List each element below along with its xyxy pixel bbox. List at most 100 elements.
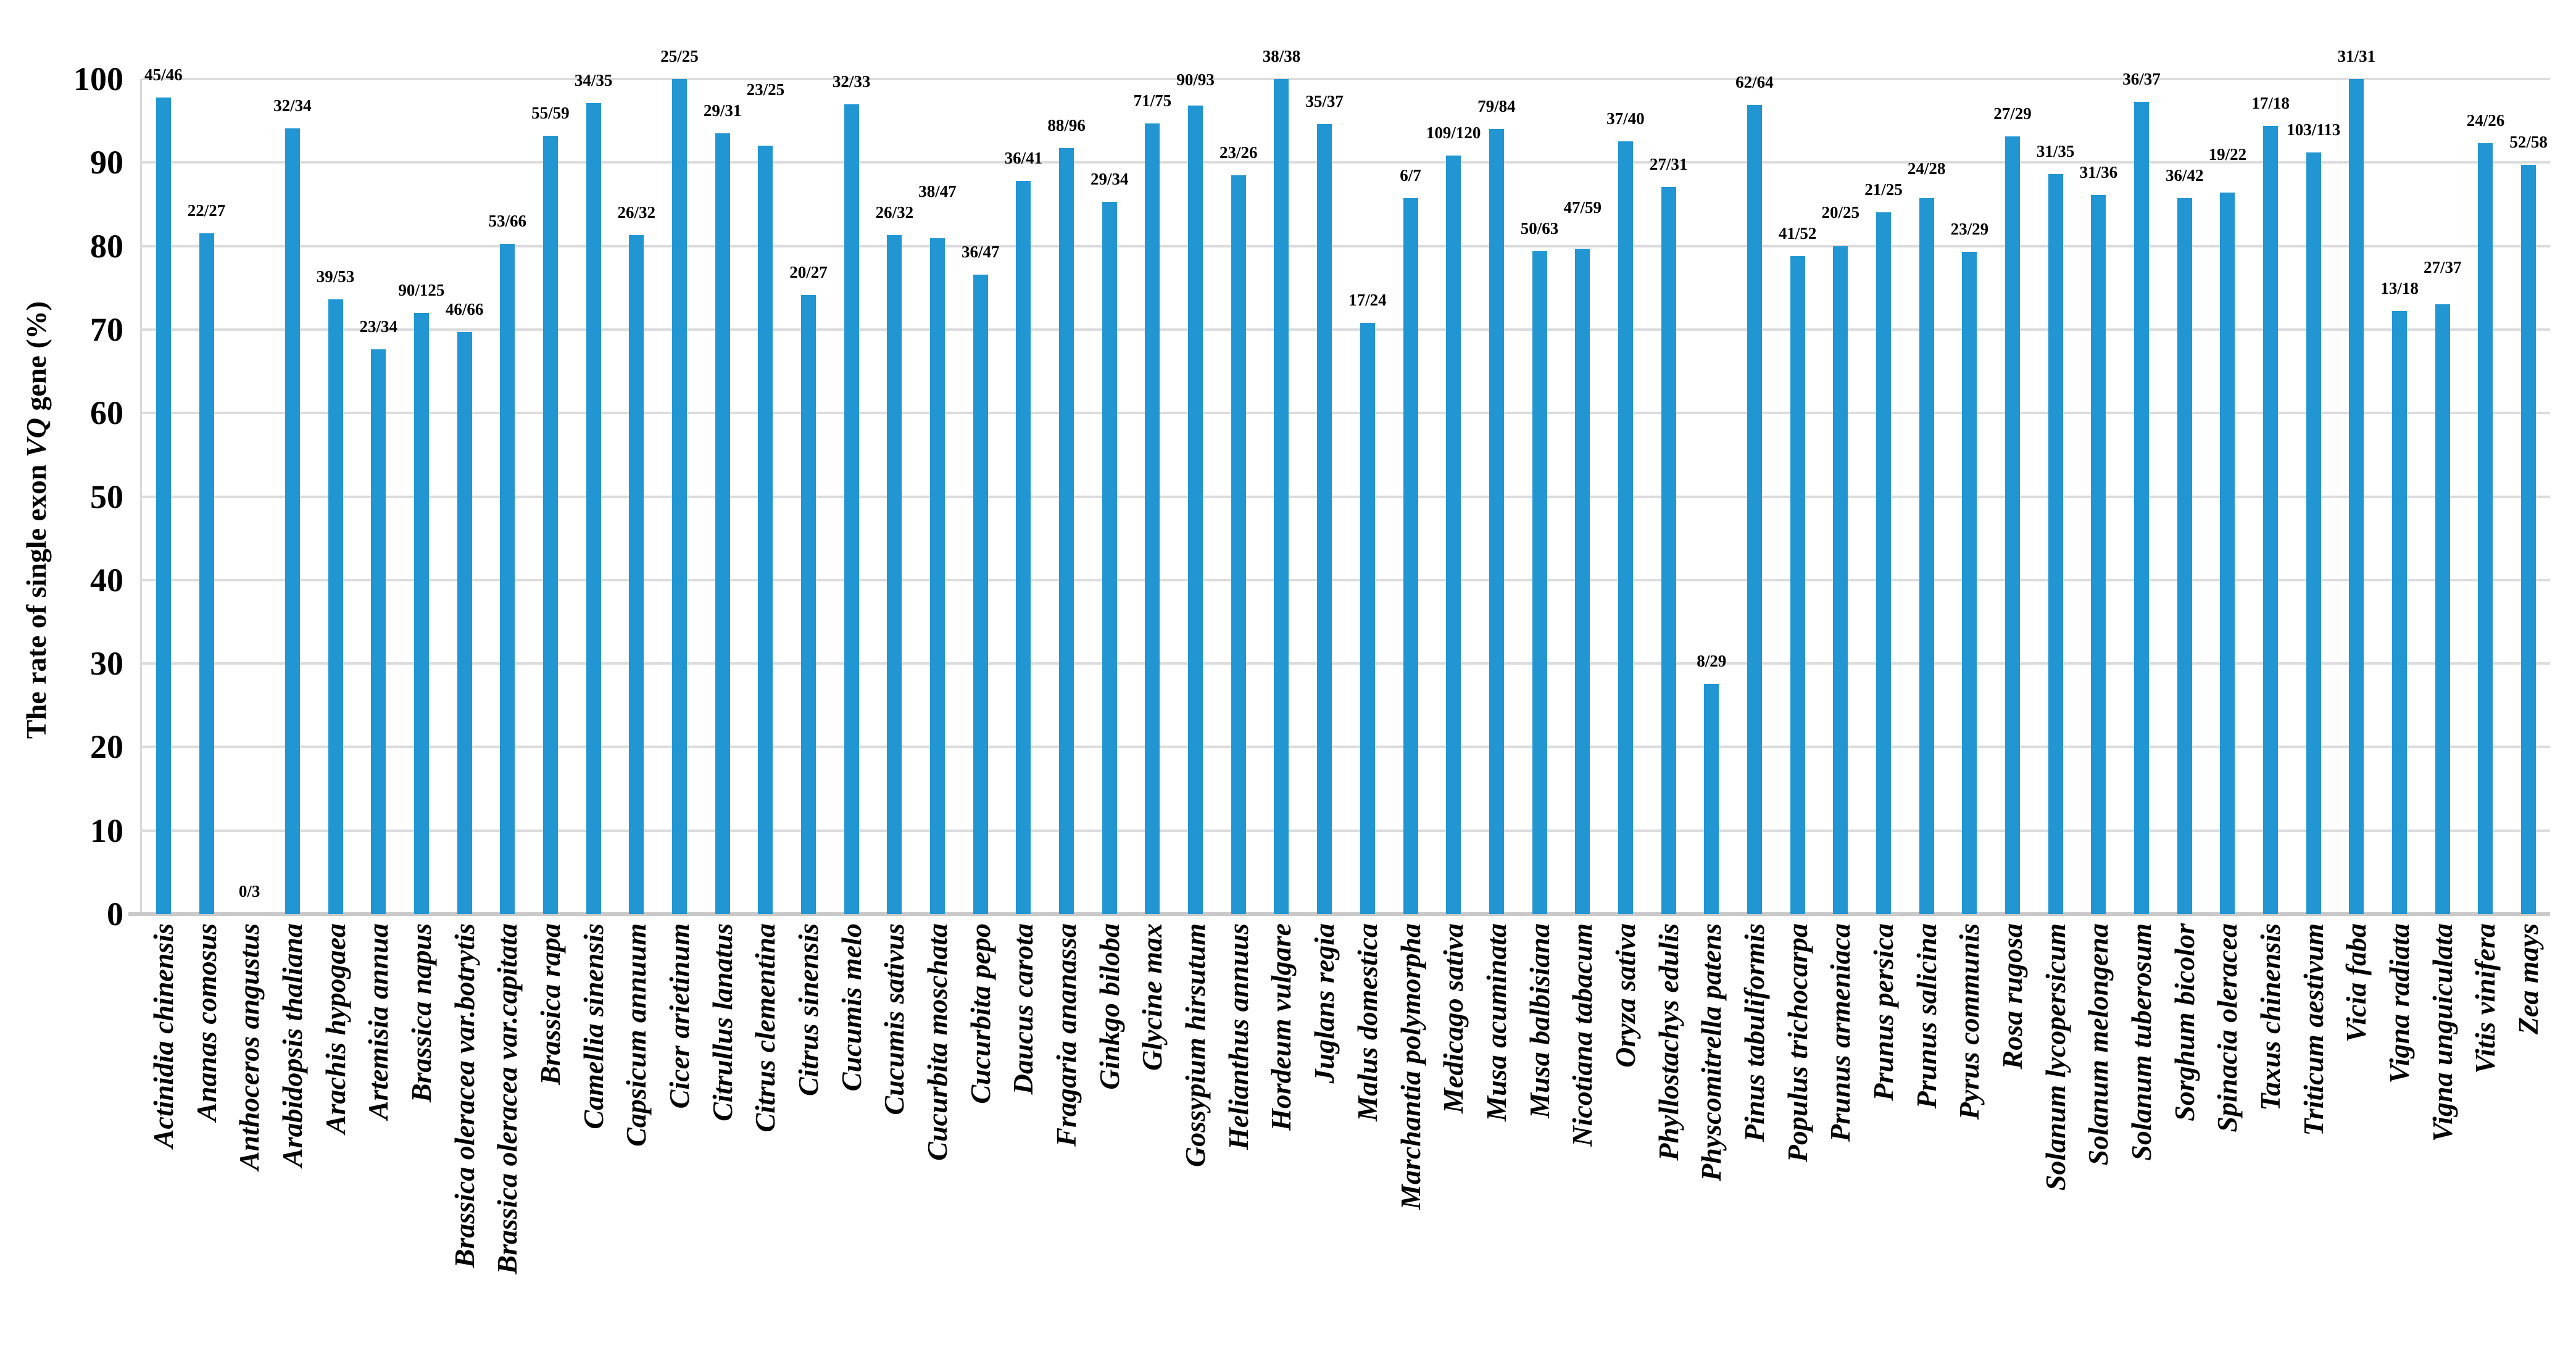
bar (2306, 152, 2321, 914)
bar-value-label: 31/35 (2036, 142, 2075, 161)
bar-value-label: 90/125 (398, 280, 445, 299)
bar-value-label: 23/29 (1950, 220, 1989, 239)
bar (844, 104, 859, 914)
x-axis-label: Zea mays (2512, 923, 2545, 1035)
bar-value-label: 32/34 (273, 96, 312, 115)
bar (1489, 129, 1504, 914)
x-axis-label: Cucurbita pepo (964, 923, 996, 1104)
bar-value-label: 20/27 (789, 263, 828, 282)
bar-value-label: 62/64 (1735, 72, 1774, 91)
gridline (142, 78, 2550, 80)
bar-value-label: 52/58 (2509, 133, 2548, 152)
bar-value-label: 79/84 (1477, 97, 1516, 116)
bar-value-label: 24/28 (1907, 159, 1946, 178)
bar (1704, 683, 1719, 914)
bar-value-label: 22/27 (187, 201, 226, 220)
bar-value-label: 35/37 (1305, 92, 1344, 111)
bar-value-label: 47/59 (1563, 197, 1602, 217)
bar (2220, 193, 2235, 914)
x-axis-label: Ginkgo biloba (1093, 923, 1125, 1090)
x-axis-label: Actinidia chinensis (147, 923, 179, 1149)
x-axis-label: Medicago sativa (1437, 923, 1469, 1113)
x-axis-label: Hordeum vulgare (1265, 923, 1297, 1131)
x-axis-label: Malus domestica (1351, 923, 1383, 1121)
x-axis-label: Musa acuminata (1480, 923, 1512, 1121)
bar (285, 128, 300, 914)
x-axis-label: Anthoceros angustus (233, 923, 265, 1171)
bar (2392, 311, 2408, 914)
x-axis-label: Taxus chinensis (2254, 923, 2287, 1111)
gridline (142, 746, 2550, 749)
x-axis-label: Triticum aestivum (2297, 923, 2329, 1136)
bar-value-label: 29/34 (1091, 169, 1129, 188)
bar (2263, 125, 2279, 914)
bar (1274, 79, 1289, 914)
x-axis-label: Oryza sativa (1609, 923, 1641, 1068)
bar-value-label: 29/31 (703, 101, 742, 120)
bar-value-label: 0/3 (238, 882, 260, 900)
x-axis-label: Arabidopsis thaliana (276, 923, 308, 1167)
y-axis-tick-label: 0 (107, 896, 123, 933)
gridline (142, 662, 2550, 665)
bar (887, 235, 902, 914)
bar (542, 136, 558, 914)
y-axis-tick-label: 100 (73, 60, 123, 98)
bar (1790, 256, 1805, 914)
x-axis-label: Solanum lycopersicum (2039, 923, 2071, 1191)
y-axis-tick-label: 30 (90, 645, 123, 683)
bar (2177, 198, 2192, 914)
x-axis-label: Rosa rugosa (1996, 923, 2029, 1070)
x-axis-label: Populus trichocarpa (1781, 923, 1813, 1163)
bar (371, 349, 386, 914)
bar (500, 243, 515, 914)
bar-value-label: 36/41 (1004, 149, 1043, 168)
y-axis-tick-label: 70 (90, 310, 123, 348)
bar (2478, 143, 2493, 914)
bar-value-label: 34/35 (574, 71, 613, 90)
x-axis-label: Citrus sinensis (792, 923, 825, 1096)
bar (1317, 124, 1332, 914)
bar (758, 146, 773, 914)
x-axis-label: Vitis vinifera (2469, 923, 2501, 1075)
bar-value-label: 27/31 (1649, 154, 1688, 173)
bar-value-label: 23/26 (1219, 143, 1258, 162)
bar (1618, 141, 1633, 914)
bar-value-label: 103/113 (2287, 120, 2341, 139)
x-axis-label: Physcomitrella patens (1695, 923, 1727, 1181)
y-axis-tick-label: 60 (90, 394, 123, 432)
bar-value-label: 36/42 (2165, 166, 2204, 185)
bar-value-label: 39/53 (316, 267, 355, 286)
bar (1403, 198, 1418, 914)
x-axis-label: Brassica rapa (534, 923, 566, 1085)
x-axis-label: Brassica oleracea var.botrytis (448, 923, 480, 1268)
x-axis-label: Pyrus communis (1953, 923, 1985, 1120)
x-axis-label: Glycine max (1136, 923, 1168, 1071)
bar-value-label: 17/24 (1348, 291, 1387, 310)
bar-value-label: 37/40 (1606, 109, 1645, 128)
bar (1575, 248, 1590, 914)
bar-value-label: 19/22 (2208, 145, 2247, 164)
bar-value-label: 24/26 (2466, 111, 2505, 130)
bar (1833, 246, 1848, 914)
bar-value-label: 20/25 (1821, 202, 1860, 222)
bar (2435, 304, 2450, 914)
bar-value-label: 36/47 (961, 242, 1000, 261)
bar-value-label: 27/37 (2424, 258, 2462, 277)
bar (1016, 181, 1031, 914)
x-axis-label: Citrus clementina (749, 923, 781, 1133)
bar-value-label: 71/75 (1133, 91, 1172, 110)
x-axis-label: Vigna unguiculata (2426, 923, 2458, 1142)
gridline (142, 829, 2550, 832)
x-axis-label: Juglans regia (1308, 923, 1340, 1084)
x-axis-label: Phyllostachys edulis (1652, 923, 1684, 1161)
bar-value-label: 88/96 (1047, 116, 1086, 135)
bar-value-label: 41/52 (1778, 223, 1817, 243)
bar-value-label: 32/33 (832, 72, 871, 91)
bar-value-label: 21/25 (1864, 180, 1903, 199)
bar-value-label: 26/32 (617, 203, 656, 222)
x-axis-label: Marchantia polymorpha (1394, 923, 1426, 1210)
x-axis-label: Vigna radiata (2383, 923, 2416, 1084)
x-axis-label: Cucumis melo (835, 923, 867, 1092)
bar-value-label: 36/37 (2122, 69, 2161, 88)
bar (1102, 201, 1117, 914)
